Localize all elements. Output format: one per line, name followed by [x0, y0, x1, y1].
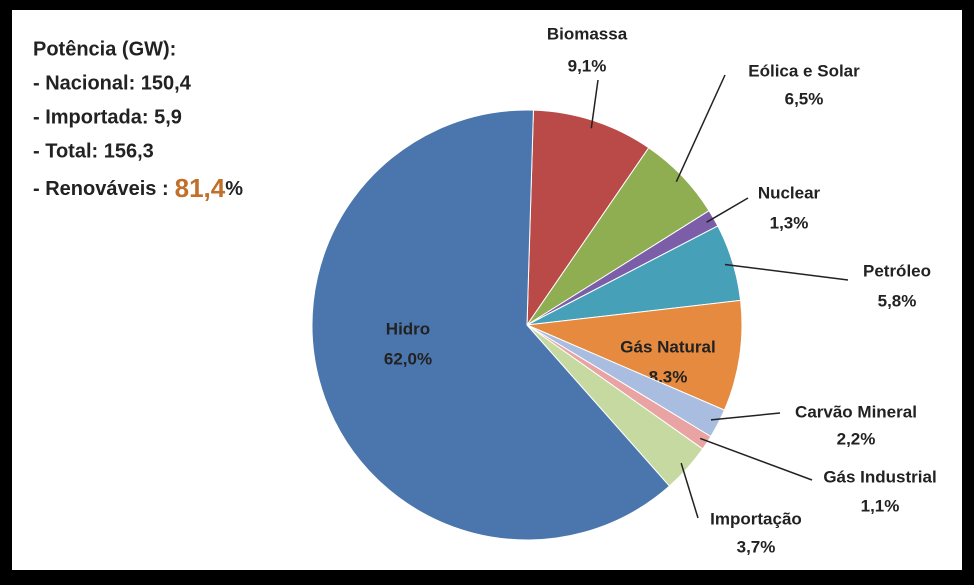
value-label: 9,1% — [568, 56, 607, 75]
highlight-suffix: % — [225, 178, 243, 200]
value-label: 1,3% — [770, 213, 809, 232]
leader-line — [699, 437, 813, 481]
annotation: - Total: 156,3 — [33, 140, 154, 162]
annotation: - Importada: 5,9 — [33, 106, 182, 128]
highlight-annotation: - Renováveis : 81,4% — [33, 173, 243, 203]
leader-line — [724, 263, 849, 281]
slice-label: Gás Natural — [620, 337, 715, 356]
slice-label: Eólica e Solar — [748, 61, 860, 80]
slice-label: Importação — [710, 509, 802, 528]
slice-label: Gás Industrial — [823, 467, 936, 486]
value-label: 5,8% — [878, 291, 917, 310]
value-label: 6,5% — [785, 89, 824, 108]
highlight-prefix: - Renováveis : — [33, 178, 169, 200]
slice-label: Carvão Mineral — [795, 402, 917, 421]
value-label: 3,7% — [737, 537, 776, 556]
annotation: Potência (GW): — [33, 38, 176, 60]
value-label: 62,0% — [384, 349, 432, 368]
slice-label: Hidro — [386, 319, 430, 338]
pie-slice — [311, 109, 671, 541]
pie-slice — [525, 299, 743, 411]
slice-label: Nuclear — [758, 183, 821, 202]
leader-line — [680, 462, 699, 519]
value-label: 2,2% — [837, 429, 876, 448]
highlight-value: 81,4 — [175, 173, 226, 203]
annotation: - Nacional: 150,4 — [33, 72, 192, 94]
leader-line — [675, 74, 726, 182]
leader-line — [710, 412, 781, 421]
slice-label: Petróleo — [863, 261, 931, 280]
slice-label: Biomassa — [547, 24, 628, 43]
pie-slice — [526, 109, 650, 327]
value-label: 1,1% — [861, 496, 900, 515]
leader-line — [706, 197, 749, 223]
leader-line — [590, 79, 599, 129]
